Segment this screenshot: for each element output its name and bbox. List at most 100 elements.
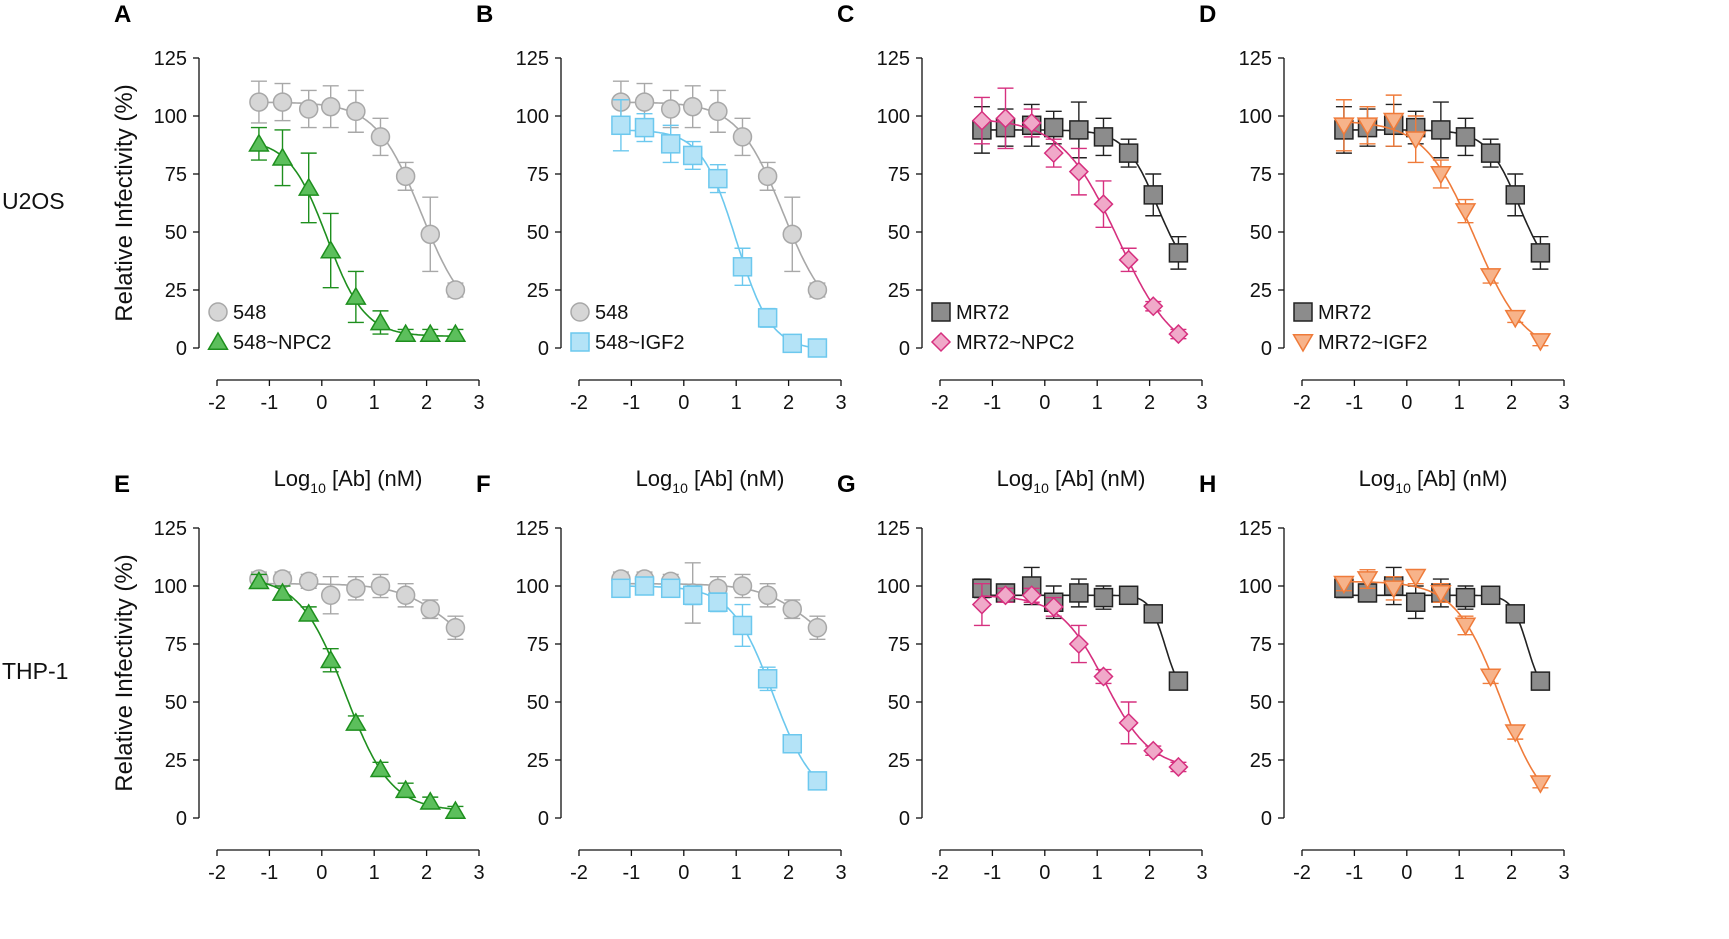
data-point — [1043, 117, 1064, 138]
data-point — [444, 800, 467, 819]
x-tick-label: -1 — [261, 392, 279, 414]
data-point — [1431, 120, 1451, 140]
y-tick-label: 50 — [1250, 222, 1272, 244]
data-point — [782, 599, 803, 619]
data-point — [757, 669, 778, 689]
series-1 — [971, 582, 1189, 778]
data-point — [298, 99, 319, 119]
data-point — [1530, 671, 1551, 691]
y-tick-label: 125 — [154, 48, 187, 70]
panel-letter: D — [1199, 1, 1216, 28]
y-tick-label: 100 — [1239, 106, 1272, 128]
row-label-thp1: THP-1 — [2, 658, 69, 684]
data-point — [807, 618, 828, 638]
data-point — [346, 578, 366, 599]
data-point — [682, 585, 703, 606]
x-tick-label: 2 — [1506, 392, 1517, 414]
data-point — [1068, 633, 1089, 655]
legend-label: 548~IGF2 — [595, 332, 685, 354]
data-point — [1454, 203, 1477, 222]
x-tick-label: 0 — [1401, 392, 1412, 414]
x-tick-label: 1 — [1092, 392, 1103, 414]
x-tick-label: 1 — [1454, 392, 1465, 414]
x-axis-label: Log10 [Ab] (nM) — [274, 936, 423, 939]
y-tick-label: 125 — [516, 518, 549, 540]
data-point — [1168, 324, 1189, 345]
data-point — [782, 224, 803, 245]
data-point — [271, 147, 294, 166]
data-point — [395, 585, 416, 606]
data-point — [1455, 587, 1476, 608]
y-tick-label: 50 — [527, 222, 549, 244]
y-tick-label: 50 — [1250, 692, 1272, 714]
x-tick-label: 0 — [1039, 392, 1050, 414]
panel-letter: B — [476, 1, 493, 28]
x-tick-label: 2 — [421, 862, 432, 884]
data-point — [1143, 604, 1164, 624]
data-point — [757, 308, 778, 328]
series-1 — [1333, 94, 1552, 352]
data-point — [1093, 127, 1114, 147]
y-tick-label: 50 — [888, 692, 910, 714]
x-tick-label: 3 — [473, 392, 484, 414]
data-point — [1455, 127, 1476, 147]
data-point — [1143, 296, 1164, 317]
data-point — [445, 618, 466, 638]
y-tick-label: 75 — [888, 164, 910, 186]
x-axis-label: Log10 [Ab] (nM) — [636, 466, 785, 496]
x-tick-label: 2 — [1144, 862, 1155, 884]
x-tick-label: 3 — [1558, 862, 1569, 884]
x-tick-label: -2 — [931, 392, 949, 414]
y-tick-label: 25 — [1250, 280, 1272, 302]
data-point — [708, 168, 728, 189]
x-tick-label: 3 — [1196, 392, 1207, 414]
data-point — [682, 145, 703, 166]
x-tick-label: 0 — [1401, 862, 1412, 884]
x-tick-label: 1 — [731, 392, 742, 414]
y-tick-label: 100 — [877, 576, 910, 598]
x-tick-label: 1 — [369, 862, 380, 884]
data-point — [1093, 666, 1114, 687]
x-tick-label: 1 — [1454, 862, 1465, 884]
data-point — [248, 570, 270, 590]
data-point — [1021, 112, 1042, 134]
data-point — [297, 603, 320, 622]
y-tick-label: 100 — [516, 106, 549, 128]
x-tick-label: 0 — [678, 862, 689, 884]
data-point — [807, 771, 828, 791]
data-point — [319, 649, 342, 669]
data-point — [708, 101, 728, 122]
x-tick-label: -1 — [1346, 392, 1364, 414]
data-point — [319, 240, 342, 259]
data-point — [1405, 592, 1426, 612]
data-point — [1118, 249, 1139, 270]
x-tick-label: -2 — [208, 392, 226, 414]
data-point — [345, 712, 367, 731]
series-0 — [249, 569, 466, 641]
legend-marker — [1292, 334, 1314, 353]
data-point — [660, 134, 681, 154]
data-point — [782, 333, 803, 354]
x-tick-label: -2 — [570, 862, 588, 884]
data-point — [394, 323, 417, 343]
x-tick-label: 3 — [835, 862, 846, 884]
y-tick-label: 0 — [1261, 338, 1272, 360]
data-point — [1430, 166, 1452, 185]
x-axis-label: Log10 [Ab] (nM) — [1359, 466, 1508, 496]
data-point — [395, 166, 416, 187]
y-tick-label: 25 — [527, 280, 549, 302]
data-point — [660, 99, 681, 119]
data-point — [732, 127, 753, 147]
data-point — [1043, 143, 1064, 164]
x-tick-label: 2 — [1506, 862, 1517, 884]
y-tick-label: 100 — [877, 106, 910, 128]
data-point — [1143, 740, 1164, 761]
data-point — [611, 578, 631, 599]
data-point — [1404, 131, 1427, 150]
legend-label: MR72~IGF2 — [1318, 332, 1427, 354]
data-point — [782, 734, 803, 754]
y-tick-label: 25 — [1250, 750, 1272, 772]
y-tick-label: 125 — [1239, 48, 1272, 70]
series-1 — [611, 99, 828, 358]
